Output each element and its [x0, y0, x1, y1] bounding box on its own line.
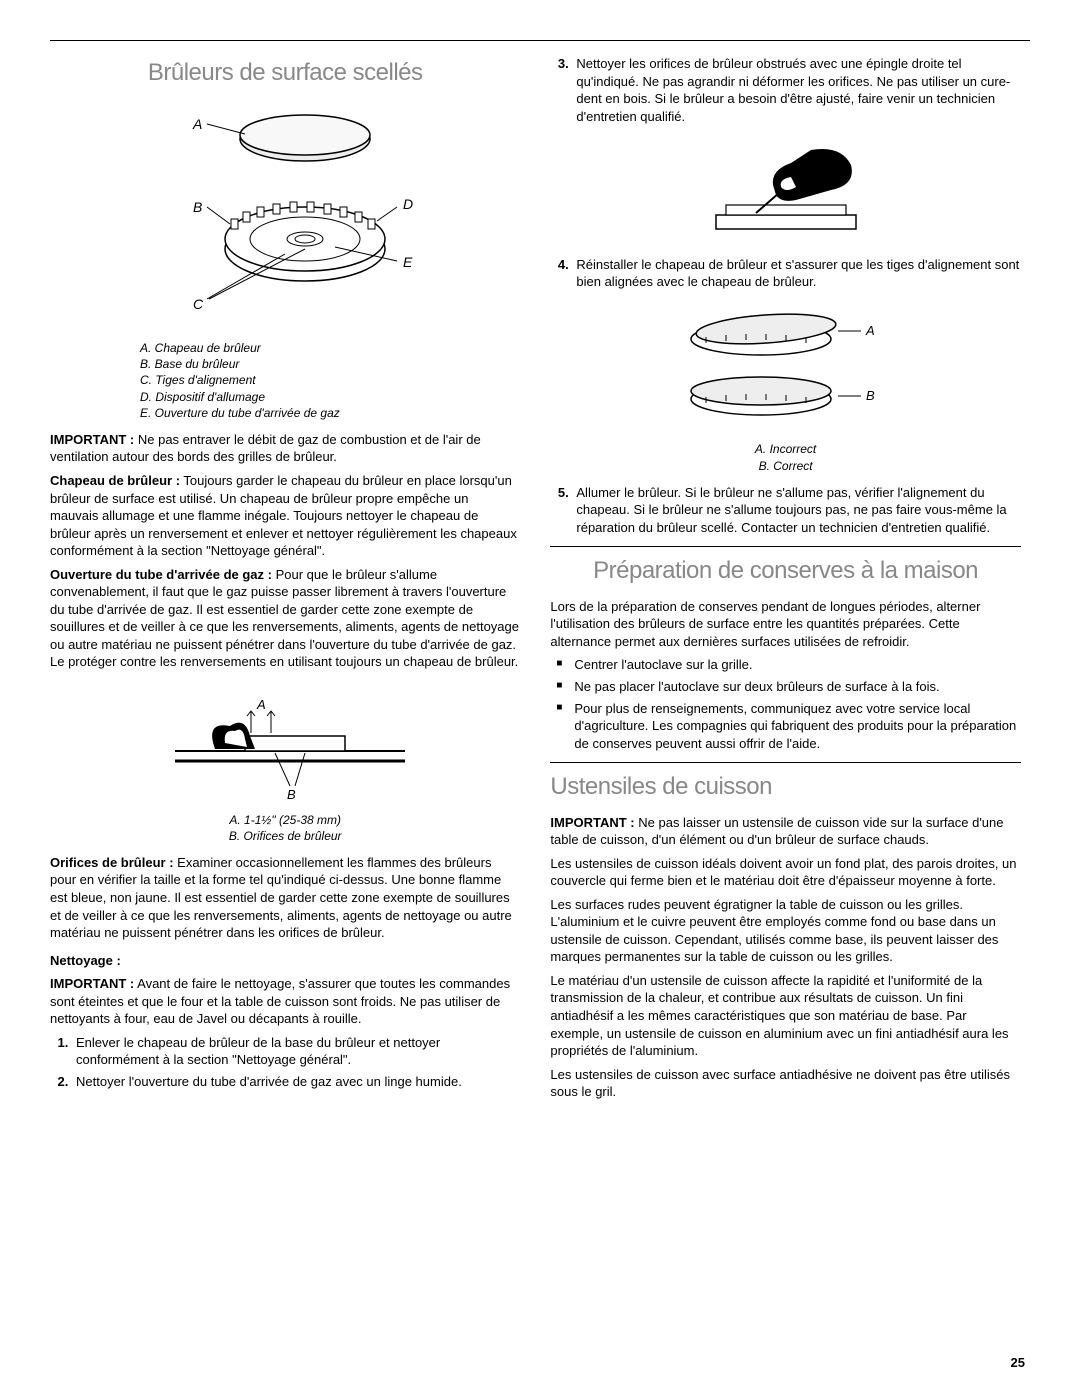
canning-bullets: Centrer l'autoclave sur la grille. Ne pa…	[556, 656, 1020, 752]
figure2-legend: A. 1-1½" (25-38 mm) B. Orifices de brûle…	[50, 812, 520, 844]
heading-cookware: Ustensiles de cuisson	[550, 771, 1020, 803]
hand-pin-icon	[701, 135, 871, 245]
figure-burner-parts: A B C D E A. Chapeau de brûleur B. Base …	[50, 99, 520, 420]
important-airflow: IMPORTANT : Ne pas entraver le débit de …	[50, 431, 520, 466]
figure-flame-height: A B A. 1-1½" (25-38 mm) B. Orifices de b…	[50, 681, 520, 844]
step-5: Allumer le brûleur. Si le brûleur ne s'a…	[572, 484, 1020, 537]
step-3: Nettoyer les orifices de brûleur obstrué…	[572, 55, 1020, 125]
step-1: Enlever le chapeau de brûleur de la base…	[72, 1034, 520, 1069]
section-rule-2	[550, 762, 1020, 763]
page-top-rule	[50, 40, 1030, 41]
two-column-layout: Brûleurs de surface scellés	[50, 49, 1030, 1107]
left-column: Brûleurs de surface scellés	[50, 49, 520, 1107]
figure1-legend: A. Chapeau de brûleur B. Base du brûleur…	[140, 340, 520, 421]
burner-diagram-icon: A B C D E	[135, 99, 435, 329]
svg-text:A: A	[256, 697, 266, 712]
cleaning-step-5: Allumer le brûleur. Si le brûleur ne s'a…	[572, 484, 1020, 537]
flame-diagram-icon: A B	[155, 681, 415, 801]
bullet-center: Centrer l'autoclave sur la grille.	[556, 656, 1020, 674]
step-2: Nettoyer l'ouverture du tube d'arrivée d…	[72, 1073, 520, 1091]
step-4: Réinstaller le chapeau de brûleur et s'a…	[572, 256, 1020, 291]
svg-text:A: A	[192, 116, 202, 132]
bullet-two-burners: Ne pas placer l'autoclave sur deux brûle…	[556, 678, 1020, 696]
heading-home-canning: Préparation de conserves à la maison	[550, 555, 1020, 587]
svg-text:A: A	[865, 323, 875, 338]
para-canning-intro: Lors de la préparation de conserves pend…	[550, 598, 1020, 651]
svg-text:B: B	[193, 199, 202, 215]
para-rough-surfaces: Les surfaces rudes peuvent égratigner la…	[550, 896, 1020, 966]
para-burner-ports: Orifices de brûleur : Examiner occasionn…	[50, 854, 520, 942]
svg-text:D: D	[403, 196, 413, 212]
bullet-more-info: Pour plus de renseignements, communiquez…	[556, 700, 1020, 753]
para-nonstick-broiler: Les ustensiles de cuisson avec surface a…	[550, 1066, 1020, 1101]
svg-text:C: C	[193, 296, 204, 312]
cleaning-steps-3-5: Nettoyer les orifices de brûleur obstrué…	[572, 55, 1020, 125]
subhead-cleaning: Nettoyage :	[50, 952, 520, 970]
figure-pin-cleaning	[550, 135, 1020, 250]
svg-text:B: B	[866, 388, 875, 403]
svg-text:B: B	[287, 787, 296, 801]
para-material-heat: Le matériau d'un ustensile de cuisson af…	[550, 972, 1020, 1060]
figure4-legend: A. Incorrect B. Correct	[550, 441, 1020, 473]
important-empty-cookware: IMPORTANT : Ne pas laisser un ustensile …	[550, 814, 1020, 849]
section-rule-1	[550, 546, 1020, 547]
para-burner-cap: Chapeau de brûleur : Toujours garder le …	[50, 472, 520, 560]
svg-text:E: E	[403, 254, 413, 270]
cleaning-step-4: Réinstaller le chapeau de brûleur et s'a…	[572, 256, 1020, 291]
page-number: 25	[1011, 1354, 1025, 1372]
cleaning-steps-1-2: Enlever le chapeau de brûleur de la base…	[72, 1034, 520, 1091]
figure-cap-alignment: A B A. Incorrect B. Correct	[550, 301, 1020, 474]
important-cleaning: IMPORTANT : Avant de faire le nettoyage,…	[50, 975, 520, 1028]
para-ideal-cookware: Les ustensiles de cuisson idéals doivent…	[550, 855, 1020, 890]
right-column: Nettoyer les orifices de brûleur obstrué…	[550, 49, 1020, 1107]
para-gas-tube: Ouverture du tube d'arrivée de gaz : Pou…	[50, 566, 520, 671]
cap-alignment-icon: A B	[666, 301, 906, 431]
heading-sealed-burners: Brûleurs de surface scellés	[50, 57, 520, 89]
